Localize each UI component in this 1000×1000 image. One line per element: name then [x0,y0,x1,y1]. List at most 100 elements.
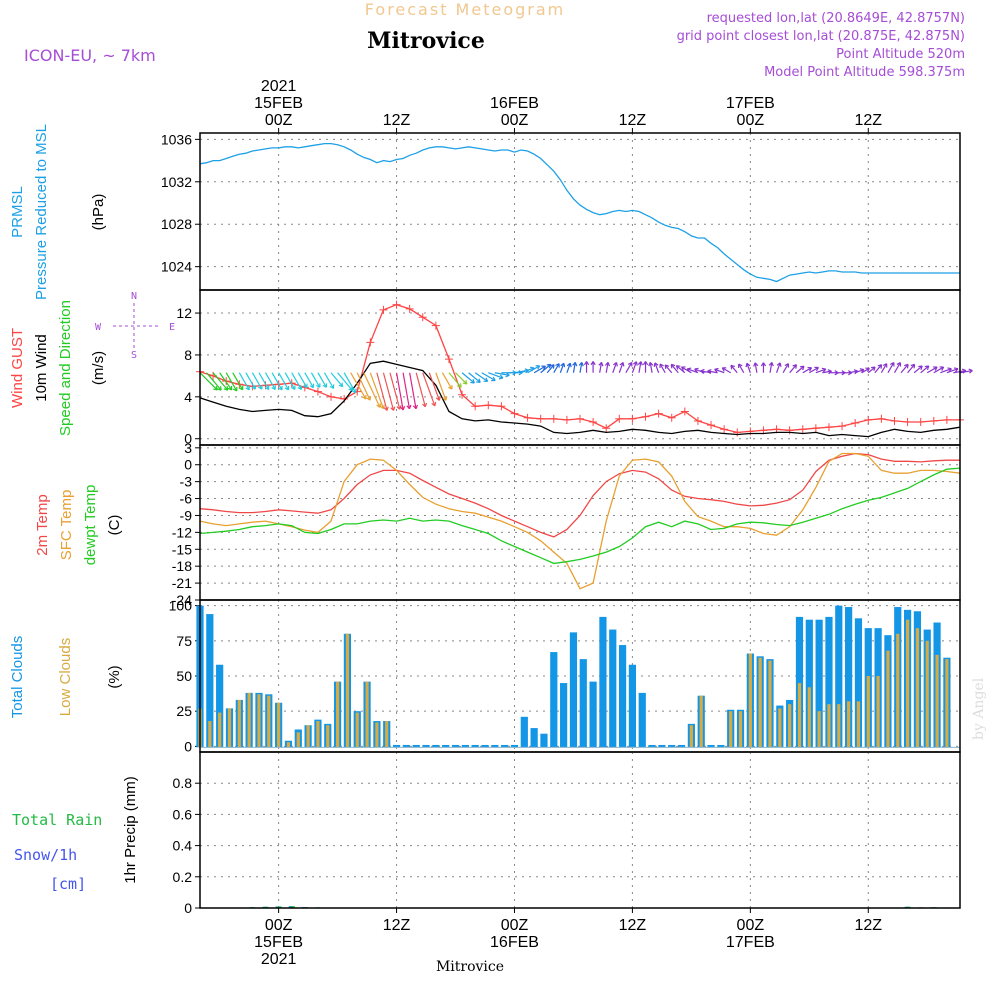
low-cloud-bar [778,708,782,748]
low-cloud-bar [335,681,340,748]
wind-arrow-shaft [887,362,895,374]
wind-arrow-shaft [238,372,250,391]
wind-arrow [481,372,496,382]
temperature-axis-label: dewpt Temp [82,485,99,566]
wind-arrow-head [348,388,353,392]
wind-arrow [707,368,718,375]
wind-axis-label: Wind GUST [9,328,26,408]
temperature-axis-label: (C) [106,515,123,536]
wind-arrow-shaft [854,369,865,374]
total-cloud-bar [569,632,578,748]
wind-arrow [760,362,767,373]
gust-marker [313,387,322,396]
wind-arrow-shaft [494,372,510,376]
wind-arrow-shaft [848,370,858,374]
wind-arrow [867,366,876,374]
wind-arrow [926,366,938,374]
total-cloud-bar [206,614,214,748]
wind-arrow-head [245,387,250,391]
total-cloud-bar [402,744,410,748]
wind-arrow [284,372,296,391]
watermark: by Angel [971,677,987,740]
gust-marker [549,414,558,423]
total-cloud-bar [510,744,519,748]
top-time-label: 00Z [265,112,293,129]
gust-marker [733,428,742,437]
wind-arrow-head [470,381,475,384]
precip-axis-label: 1hr Precip (mm) [122,776,139,884]
wind-arrow-head [622,362,625,367]
series-line-2m-temp [199,452,960,538]
low-cloud-bar [847,701,851,748]
wind-arrow-head [934,366,938,371]
compass-w: W [95,322,102,333]
low-cloud-bar [758,657,762,748]
total-cloud-bar [491,744,499,748]
wind-arrow-head [592,361,596,366]
wind-arrow-head [412,405,417,410]
low-cloud-bar [896,633,900,748]
wind-arrow-shaft [714,368,725,374]
wind-arrow-head [880,364,883,369]
wind-arrow-head [563,363,566,368]
wind-arrow-shaft [435,372,447,401]
wind-arrow [428,372,441,401]
wind-arrow [422,372,437,407]
wind-arrow-head [574,362,578,367]
wind-arrow-shaft [461,372,475,384]
y-tick-label: 0 [184,738,192,754]
wind-arrow-head [258,386,263,390]
wind-arrow [618,361,625,373]
wind-arrow-shaft [754,362,758,373]
pressure-axis-label: Pressure Reduced to MSL [33,124,50,300]
pressure-panel: 1024 1028 1032 1036 [161,131,961,291]
wind-arrow [598,361,604,373]
gust-marker [327,392,336,401]
wind-arrow-head [906,364,909,369]
wind-arrow-shaft [730,364,738,374]
wind-arrow-head [771,362,774,367]
wind-arrow-shaft [310,372,321,388]
gust-marker [864,415,873,424]
low-cloud-bar [788,704,792,748]
wind-arrow [395,372,406,411]
bottom-time-label: 12Z [619,917,647,934]
wind-arrow [809,366,819,374]
wind-arrow-head [537,365,541,370]
low-cloud-bar [306,725,310,748]
y-tick-label: -15 [172,541,192,557]
compass-s: S [131,350,137,361]
total-cloud-bar [432,744,440,748]
temperature-axis-label: SFC Temp [58,490,75,561]
wind-arrow-shaft [219,372,233,391]
wind-arrow [670,363,679,374]
wind-arrow-head [462,382,467,385]
wind-arrow-shaft [376,372,388,411]
y-tick-label: 1036 [161,131,192,147]
total-cloud-bar [854,618,863,748]
total-cloud-bar [481,744,489,748]
wind-arrow [291,372,303,391]
gust-marker [707,421,716,430]
wind-arrow-head [707,368,712,372]
y-tick-label: 0.2 [173,869,193,885]
wind-arrow-head [762,362,767,367]
top-time-label: 12Z [619,112,647,129]
y-tick-label: 0 [184,900,192,916]
clouds-axis-label: Low Clouds [57,638,74,716]
clouds-panel: 0 25 50 75 100 [169,598,961,754]
wind-arrow [304,372,315,389]
wind-arrow-shaft [631,361,638,373]
low-cloud-bar [208,721,212,748]
wind-arrow [874,364,883,374]
closest-coords: grid point closest lon,lat (20.875E, 42.… [677,29,965,44]
low-cloud-bar [945,659,949,748]
pressure-axis-label: PRMSL [9,186,26,238]
wind-arrow-head [376,404,381,408]
low-cloud-bar [247,692,251,748]
point-altitude: Point Altitude 520m [836,47,965,62]
wind-arrow-shaft [795,365,805,374]
wind-arrow [648,361,654,373]
gust-marker [720,425,729,434]
gust-marker [838,422,847,431]
